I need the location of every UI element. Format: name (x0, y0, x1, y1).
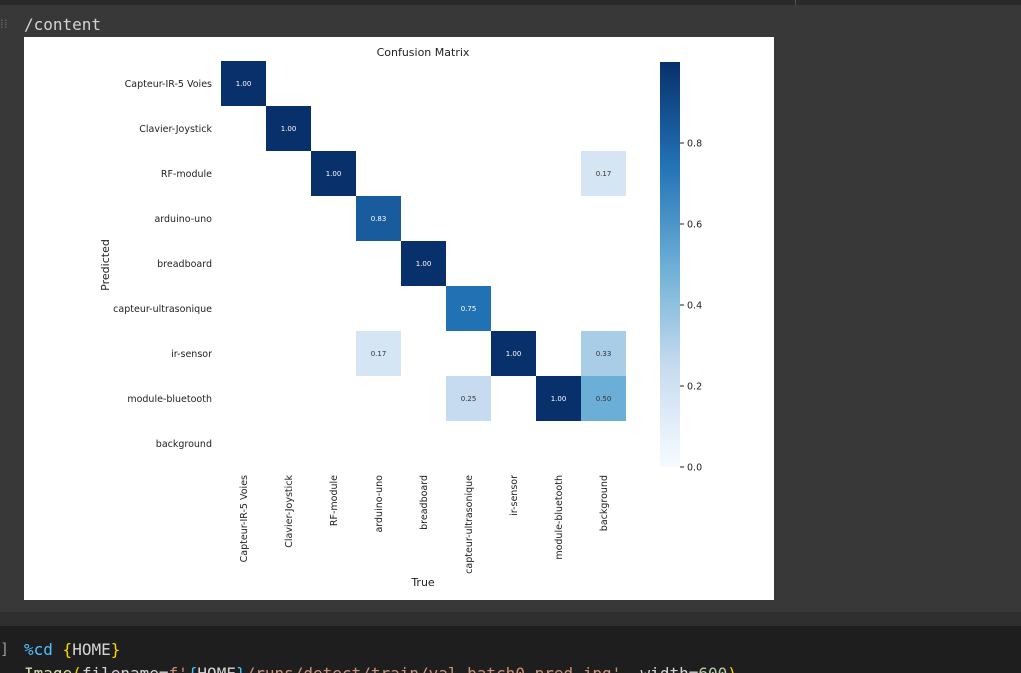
cell-prompt: ] (0, 640, 10, 658)
heatmap-cell (446, 376, 491, 421)
magic-command: %cd (24, 640, 53, 659)
width-value: 600 (698, 664, 727, 673)
heatmap-cells: 1.00 1.00 1.00 0.17 0.83 1.00 0.75 0.17 1.00 0.33… (221, 61, 626, 421)
cell-separator (0, 612, 1021, 626)
x-tick-label: Clavier-Joystick (284, 475, 295, 548)
brace-open: { (62, 640, 73, 659)
cell-value-label: 0.17 (596, 170, 612, 178)
cell-value-label: 1.00 (551, 395, 567, 403)
comma: , (621, 664, 640, 673)
y-tick-label: ir-sensor (171, 349, 212, 360)
heatmap-cell (221, 61, 266, 106)
cell-value-label: 1.00 (326, 170, 342, 178)
width-eq: = (689, 664, 699, 673)
confusion-matrix-figure: Confusion Matrix Predicted True 1.00 1.00… (24, 37, 774, 600)
fn-name: Image (24, 664, 72, 673)
colorbar-tick-label: 0.6 (687, 220, 702, 231)
x-tick-labels: Capteur-IR-5 Voies Clavier-Joystick RF-mod… (239, 475, 610, 574)
y-tick-label: breadboard (157, 259, 212, 270)
code-line-1[interactable]: %cd {HOME} (24, 640, 120, 659)
y-tick-label: background (156, 439, 212, 450)
y-tick-label: RF-module (161, 169, 212, 180)
y-axis-label: Predicted (99, 239, 112, 291)
x-tick-label: arduino-uno (374, 475, 385, 533)
var-home: HOME (72, 640, 111, 659)
heatmap-cell (356, 331, 401, 376)
heatmap-cell (401, 241, 446, 286)
cell-value-label: 0.33 (596, 350, 612, 358)
fstring-brace-open: { (188, 664, 198, 673)
heatmap-cell (446, 286, 491, 331)
colorbar-tick-label: 0.2 (687, 382, 702, 393)
cell-value-label: 0.17 (371, 350, 387, 358)
cell-value-label: 1.00 (416, 260, 432, 268)
x-tick-label: Capteur-IR-5 Voies (239, 475, 250, 562)
paren-close: ) (727, 664, 737, 673)
heatmap-cell (311, 151, 356, 196)
code-cell[interactable]: ] %cd {HOME} Image(filename=f'{HOME}/run… (0, 626, 1021, 673)
paren-open: ( (72, 664, 82, 673)
colorbar-tick-label: 0.4 (687, 301, 702, 312)
cell-value-label: 0.25 (461, 395, 477, 403)
arg-width: width (641, 664, 689, 673)
colorbar-tick-label: 0.8 (687, 139, 702, 150)
heatmap-cell (356, 196, 401, 241)
x-tick-label: ir-sensor (509, 475, 520, 516)
fstring-brace-close: } (236, 664, 246, 673)
drag-handle-icon[interactable]: ⁞⁞ (0, 17, 8, 31)
y-tick-label: Clavier-Joystick (139, 124, 212, 135)
fstring-path: /runs/detect/train/val_batch0_pred.jpg' (246, 664, 622, 673)
colorbar (660, 62, 680, 467)
top-strip (0, 0, 1021, 5)
heatmap-cell (581, 151, 626, 196)
y-tick-label: arduino-uno (154, 214, 212, 225)
x-tick-label: capteur-ultrasonique (464, 475, 475, 574)
y-tick-label: module-bluetooth (127, 394, 212, 405)
x-axis-label: True (410, 576, 435, 589)
heatmap-cell (581, 376, 626, 421)
fstring-prefix: f' (169, 664, 188, 673)
brace-close: } (110, 640, 121, 659)
x-tick-label: background (599, 475, 610, 531)
confusion-matrix-chart: Confusion Matrix Predicted True 1.001.00… (99, 46, 702, 589)
heatmap-cell (536, 376, 581, 421)
x-tick-label: RF-module (329, 475, 340, 526)
cell-value-label: 0.83 (371, 215, 387, 223)
x-tick-label: breadboard (419, 475, 430, 530)
cell-value-label: 1.00 (236, 80, 252, 88)
y-tick-label: capteur-ultrasonique (113, 304, 212, 315)
cell-value-label: 1.00 (506, 350, 522, 358)
code-line-2[interactable]: Image(filename=f'{HOME}/runs/detect/trai… (24, 664, 737, 673)
cell-value-label: 0.75 (461, 305, 477, 313)
arg-filename: filename (82, 664, 159, 673)
top-strip-divider (795, 0, 796, 5)
heatmap-cell (266, 106, 311, 151)
arg-eq: = (159, 664, 169, 673)
cell-value-label: 1.00 (281, 125, 297, 133)
colorbar-ticks: 0.0 0.2 0.4 0.6 0.8 (680, 139, 702, 474)
fstring-var: HOME (197, 664, 236, 673)
colorbar-tick-label: 0.0 (687, 463, 702, 474)
heatmap-cell (491, 331, 536, 376)
y-tick-label: Capteur-IR-5 Voies (125, 79, 212, 90)
y-tick-labels: Capteur-IR-5 Voies Clavier-Joystick RF-mod… (113, 79, 212, 450)
output-path-text: /content (24, 15, 102, 34)
heatmap-cell (581, 331, 626, 376)
chart-title: Confusion Matrix (377, 46, 470, 59)
cell-value-label: 0.50 (596, 395, 612, 403)
x-tick-label: module-bluetooth (554, 475, 565, 560)
